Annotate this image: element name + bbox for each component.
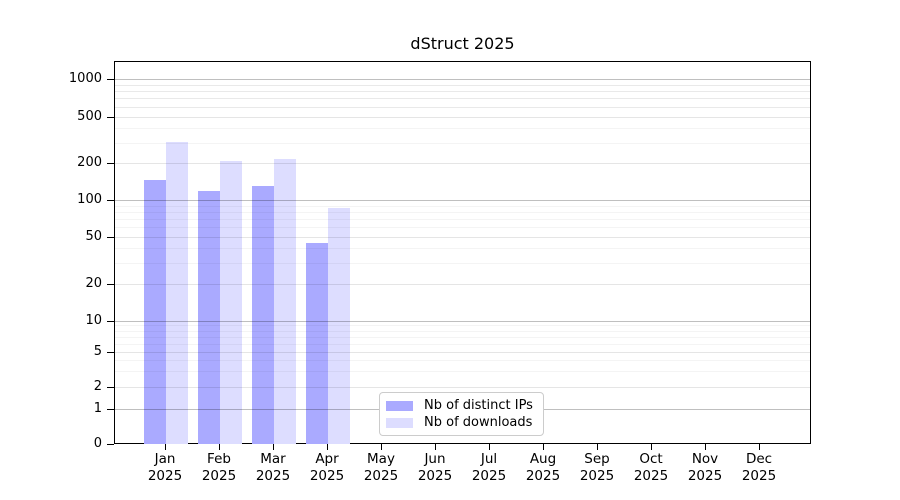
gridline (115, 79, 810, 80)
x-tick (381, 444, 382, 450)
y-tick-label: 2 (93, 378, 102, 394)
legend-swatch-distinct-ips-icon (386, 400, 413, 411)
x-tick-label: Mar 2025 (255, 451, 291, 484)
gridline (115, 163, 810, 165)
y-tick (107, 200, 114, 201)
x-tick (165, 444, 166, 450)
y-tick-label: 50 (85, 228, 102, 244)
x-tick (435, 444, 436, 450)
x-tick (759, 444, 760, 450)
y-tick-label: 1000 (68, 71, 102, 86)
bar-downloads (274, 159, 296, 444)
y-tick (107, 79, 114, 80)
gridline (115, 98, 810, 100)
gridline (115, 200, 810, 201)
gridline (115, 343, 810, 345)
x-tick-label: Oct 2025 (633, 451, 669, 484)
gridline (115, 205, 810, 207)
gridline (115, 98, 810, 100)
legend-label: Nb of distinct IPs (424, 398, 533, 413)
gridline (115, 386, 810, 388)
bar-distinct-ips (198, 191, 220, 444)
y-tick (107, 351, 114, 353)
gridline (115, 263, 810, 265)
y-tick-label: 1 (93, 401, 102, 417)
y-tick (107, 236, 114, 238)
x-tick-label: Jun 2025 (417, 451, 453, 484)
x-tick-label: Jul 2025 (471, 451, 507, 484)
gridline (115, 142, 810, 144)
x-tick (273, 444, 274, 450)
x-tick-label: Jan 2025 (147, 451, 183, 484)
x-tick-label: May 2025 (363, 451, 399, 484)
legend: Nb of distinct IPs Nb of downloads (379, 392, 544, 436)
legend-swatch-downloads-icon (386, 417, 413, 428)
y-tick-label: 500 (77, 108, 102, 124)
y-tick-label: 200 (77, 155, 102, 171)
gridline (115, 284, 810, 285)
chart-title: dStruct 2025 (410, 34, 515, 53)
bar-downloads (166, 142, 188, 444)
x-tick (219, 444, 220, 450)
bar-distinct-ips (144, 179, 166, 444)
bar-downloads (328, 207, 350, 444)
x-tick-label: Feb 2025 (201, 451, 237, 484)
bar-distinct-ips (252, 185, 274, 444)
gridline (115, 211, 810, 213)
y-tick-label: 10 (85, 312, 102, 328)
gridline (115, 84, 810, 86)
legend-item: Nb of downloads (386, 415, 537, 430)
gridline (115, 236, 810, 238)
legend-label: Nb of downloads (424, 415, 533, 430)
gridline (115, 128, 810, 130)
x-tick-label: Apr 2025 (309, 451, 345, 484)
y-tick (107, 320, 114, 322)
x-tick-label: Sep 2025 (579, 451, 615, 484)
y-tick (107, 163, 114, 165)
y-tick-label: 100 (77, 192, 102, 207)
gridline (115, 218, 810, 220)
gridline (115, 106, 810, 108)
x-tick (543, 444, 544, 450)
gridline (115, 248, 810, 250)
gridline (115, 227, 810, 229)
y-tick-label: 20 (85, 276, 102, 291)
y-tick-label: 5 (93, 343, 102, 359)
bar-distinct-ips (306, 243, 328, 444)
bar-downloads (220, 160, 242, 444)
y-tick-label: 0 (93, 436, 102, 451)
gridline (115, 84, 810, 86)
plot-area (114, 61, 811, 444)
x-tick (597, 444, 598, 450)
gridline (115, 360, 810, 362)
gridline (115, 91, 810, 93)
gridline (115, 325, 810, 327)
x-tick-label: Nov 2025 (687, 451, 723, 484)
y-tick (107, 444, 114, 445)
gridline (115, 116, 810, 118)
gridline (115, 336, 810, 338)
x-tick (327, 444, 328, 450)
gridline (115, 106, 810, 108)
x-tick (489, 444, 490, 450)
y-tick (107, 284, 114, 285)
gridline (115, 330, 810, 332)
x-tick (705, 444, 706, 450)
gridline (115, 371, 810, 373)
gridline (115, 320, 810, 322)
y-tick (107, 386, 114, 388)
legend-item: Nb of distinct IPs (386, 398, 537, 413)
gridline (115, 91, 810, 93)
gridline (115, 351, 810, 353)
y-tick (107, 116, 114, 118)
x-tick-label: Dec 2025 (741, 451, 777, 484)
y-tick (107, 409, 114, 411)
x-tick (651, 444, 652, 450)
x-tick-label: Aug 2025 (525, 451, 561, 484)
